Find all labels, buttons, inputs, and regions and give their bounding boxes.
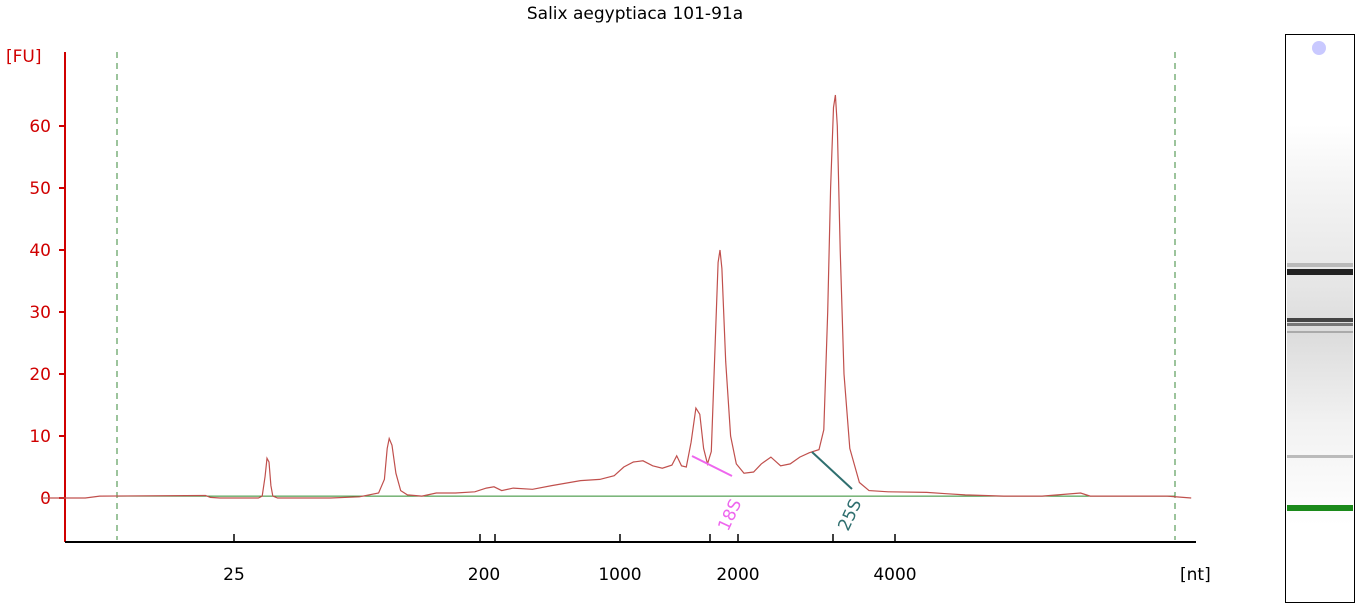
y-axis-ticks: 0 10 20 30 40 50 60	[29, 117, 65, 509]
plot-area	[42, 94, 1192, 499]
chart-title: Salix aegyptiaca 101-91a	[526, 4, 744, 24]
signal-trace	[42, 94, 1192, 499]
x-axis-ticks: 25 200 1000 2000 4000	[223, 534, 917, 585]
dashed-guide-lines	[116, 52, 1176, 540]
y-tick-label: 40	[29, 241, 51, 261]
gel-band-lower-marker	[1287, 505, 1353, 511]
gel-band-18s	[1287, 318, 1353, 322]
gel-band-minor	[1287, 331, 1353, 333]
axes	[64, 52, 1196, 543]
marker-25s-label: 25S	[834, 496, 866, 534]
x-unit-label: [nt]	[1180, 565, 1211, 585]
y-tick-label: 50	[29, 179, 51, 199]
marker-18s-line	[691, 455, 733, 477]
y-tick-label: 20	[29, 365, 51, 385]
x-tick-label: 200	[468, 565, 500, 585]
gel-band-25s	[1287, 269, 1353, 275]
gel-marker-dot	[1312, 41, 1326, 55]
y-tick-label: 10	[29, 427, 51, 447]
gel-band-18s-lower	[1287, 323, 1353, 326]
marker-25s-line	[811, 451, 853, 490]
gel-lane-image	[1285, 34, 1355, 603]
y-tick-label: 30	[29, 303, 51, 323]
y-tick-label: 60	[29, 117, 51, 137]
y-tick-label: 0	[40, 489, 51, 509]
y-unit-label: [FU]	[6, 47, 42, 67]
electropherogram-chart: 0 10 20 30 40 50 60 25 200 1000 2000 4000 18S 25S […	[6, 47, 1211, 585]
gel-band-low	[1287, 455, 1353, 458]
gel-band-25s-halo	[1287, 263, 1353, 267]
x-tick-label: 25	[223, 565, 245, 585]
x-tick-label: 1000	[598, 565, 641, 585]
gel-lane-graphic	[1287, 41, 1353, 525]
marker-18s-label: 18S	[714, 496, 746, 534]
x-tick-label: 2000	[716, 565, 759, 585]
x-tick-label: 4000	[873, 565, 916, 585]
